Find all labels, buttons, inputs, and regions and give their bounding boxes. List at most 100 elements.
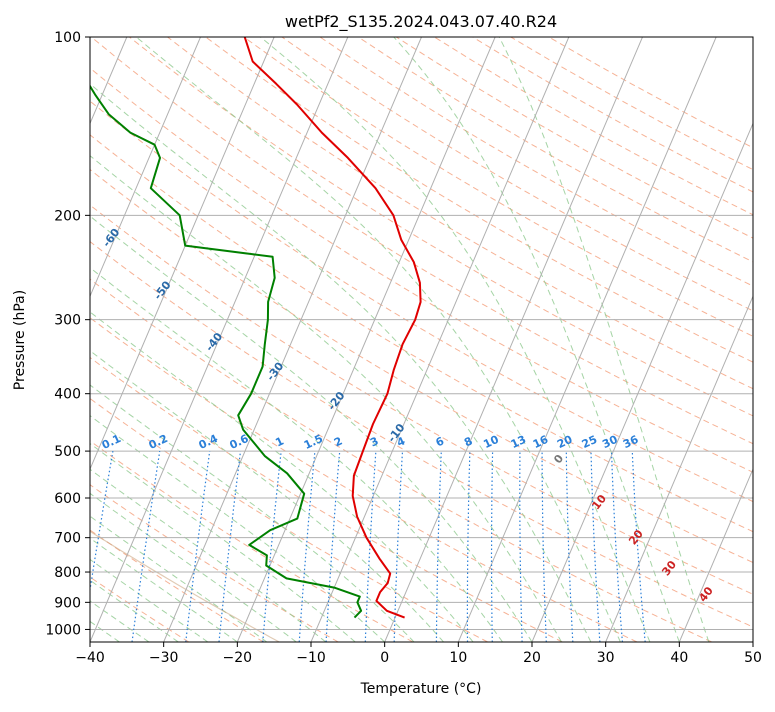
- y-tick-label: 900: [54, 595, 81, 611]
- mixing-ratio-line: [492, 451, 493, 642]
- y-tick-label: 400: [54, 387, 81, 403]
- mixing-ratio-line: [467, 451, 470, 642]
- mixing-ratio-line: [591, 451, 600, 642]
- moist-adiabat-label: 20: [626, 527, 646, 547]
- dry-adiabat: [0, 37, 413, 642]
- isotherm-line: [237, 37, 495, 642]
- dry-adiabat: [0, 37, 189, 642]
- mixing-ratio-label: 20: [555, 433, 575, 451]
- dry-adiabat: [358, 37, 775, 642]
- mixing-ratio-line: [365, 451, 376, 642]
- dry-adiabat: [0, 37, 562, 642]
- mixing-ratio-label: 0.4: [197, 432, 220, 452]
- grid-layer: [0, 37, 775, 642]
- dry-adiabat: [244, 37, 775, 642]
- mixing-ratio-label: 0.2: [147, 432, 170, 452]
- x-tick-label: 10: [449, 650, 467, 666]
- x-tick-label: −10: [296, 650, 326, 666]
- mixing-ratio-label: 36: [621, 433, 641, 451]
- y-tick-label: 1000: [45, 622, 81, 638]
- y-tick-label: 600: [54, 491, 81, 507]
- x-tick-label: −30: [149, 650, 179, 666]
- mixing-ratio-label: 3: [368, 434, 380, 449]
- moist-adiabat-label: 30: [659, 558, 679, 578]
- isotherm-label: -30: [264, 359, 287, 383]
- mixing-ratio-label: 16: [531, 433, 551, 451]
- x-tick-label: 40: [670, 650, 688, 666]
- dry-adiabat: [282, 37, 775, 642]
- y-tick-label: 200: [54, 208, 81, 224]
- x-tick-label: 0: [380, 650, 389, 666]
- isotherm-label: -80: [0, 127, 17, 151]
- mixing-ratio-label: 1: [273, 434, 285, 449]
- isotherm-line: [753, 37, 775, 642]
- y-tick-label: 800: [54, 565, 81, 581]
- moist-adiabat: [0, 37, 473, 642]
- y-tick-label: 700: [54, 531, 81, 547]
- isotherm-label: -40: [203, 330, 226, 354]
- dry-adiabat: [0, 37, 712, 642]
- x-axis-label: Temperature (°C): [360, 681, 482, 697]
- moist-adiabat: [261, 37, 650, 642]
- dry-adiabat: [206, 37, 775, 642]
- x-tick-label: −20: [223, 650, 253, 666]
- x-tick-label: 50: [744, 650, 762, 666]
- dry-adiabat: [0, 37, 775, 642]
- moist-adiabat: [0, 37, 326, 642]
- moist-adiabat: [394, 37, 680, 642]
- mixing-ratio-line: [82, 451, 113, 642]
- moist-adiabat-label: 40: [696, 584, 716, 604]
- dry-adiabat: [91, 37, 775, 642]
- isotherm-label: -20: [325, 389, 348, 413]
- mixing-ratio-line: [436, 451, 441, 642]
- dry-adiabat: [511, 37, 775, 642]
- moist-adiabat: [0, 37, 562, 642]
- moist-adiabat: [0, 37, 267, 642]
- moist-adiabat-label: 0: [551, 452, 566, 466]
- moist-adiabat: [0, 37, 296, 642]
- isotherm-line: [385, 37, 643, 642]
- isotherm-label: -60: [100, 226, 123, 250]
- mixing-ratio-line: [219, 451, 241, 642]
- dry-adiabat: [0, 37, 488, 642]
- mixing-ratio-label: 1.5: [302, 432, 325, 452]
- dry-adiabat: [0, 37, 775, 642]
- x-tick-label: −40: [75, 650, 105, 666]
- chart-title: wetPf2_S135.2024.043.07.40.R24: [285, 12, 557, 32]
- isotherm-label: -50: [151, 278, 174, 302]
- data-layer: [75, 37, 420, 618]
- dry-adiabat: [0, 37, 338, 642]
- mixing-ratio-line: [520, 451, 522, 642]
- x-tick-label: 20: [523, 650, 541, 666]
- y-tick-label: 100: [54, 30, 81, 46]
- mixing-ratio-label: 25: [580, 433, 599, 451]
- reference-curve: [0, 37, 279, 642]
- moist-adiabat: [0, 37, 208, 642]
- mixing-ratio-line: [566, 451, 573, 642]
- dry-adiabat: [549, 37, 775, 642]
- y-tick-label: 300: [54, 313, 81, 329]
- moist-adiabat: [0, 37, 355, 642]
- mixing-ratio-label: 0.1: [100, 432, 123, 452]
- x-tick-label: 30: [597, 650, 615, 666]
- isotherm-label: -70: [48, 174, 71, 198]
- mixing-ratio-line: [186, 451, 210, 642]
- dry-adiabat: [434, 37, 775, 642]
- y-axis-label: Pressure (hPa): [12, 290, 28, 390]
- mixing-ratio-label: 2: [332, 434, 344, 449]
- dry-adiabat: [129, 37, 775, 642]
- dry-adiabat: [0, 37, 775, 642]
- mixing-ratio-label: 13: [509, 433, 528, 451]
- isotherm-line: [679, 37, 775, 642]
- dry-adiabat: [0, 37, 775, 642]
- y-tick-label: 500: [54, 444, 81, 460]
- isotherm-line: [311, 37, 569, 642]
- isotherm-line: [16, 37, 274, 642]
- mixing-ratio-label: 6: [434, 434, 447, 449]
- isotherm-line: [458, 37, 716, 642]
- mixing-ratio-label: 8: [462, 434, 474, 449]
- moist-adiabat: [0, 37, 385, 642]
